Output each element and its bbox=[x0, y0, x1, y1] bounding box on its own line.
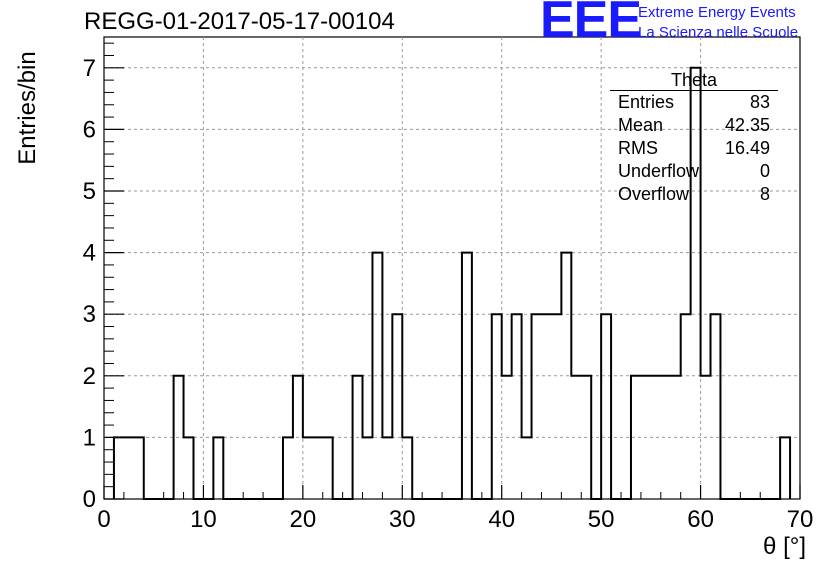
stats-value: 42.35 bbox=[724, 115, 770, 135]
stats-label: RMS bbox=[618, 138, 658, 158]
stats-divider bbox=[610, 90, 778, 91]
y-tick-label: 6 bbox=[83, 116, 96, 143]
stats-value: 16.49 bbox=[724, 138, 770, 158]
x-tick-label: 30 bbox=[389, 506, 416, 533]
y-tick-label: 1 bbox=[83, 424, 96, 451]
logo-line-2: La Scienza nelle Scuole bbox=[638, 24, 799, 41]
x-tick-label: 50 bbox=[588, 506, 615, 533]
stats-row-entries: Entries 83 bbox=[618, 92, 770, 114]
x-tick-label: 70 bbox=[787, 506, 814, 533]
stats-row-rms: RMS 16.49 bbox=[618, 138, 770, 160]
stats-label: Mean bbox=[618, 115, 664, 135]
logo-line-1: Extreme Energy Events bbox=[638, 4, 796, 21]
y-axis-label: Entries/bin bbox=[14, 51, 41, 165]
x-tick-label: 20 bbox=[290, 506, 317, 533]
stats-box: Theta Entries 83 Mean 42.35 RMS 16.49 Un… bbox=[610, 68, 778, 210]
stats-row-underflow: Underflow 0 bbox=[618, 161, 770, 183]
y-tick-label: 4 bbox=[83, 240, 96, 267]
x-tick-label: 40 bbox=[488, 506, 515, 533]
stats-value: 8 bbox=[759, 184, 770, 204]
stats-row-mean: Mean 42.35 bbox=[618, 115, 770, 137]
stats-label: Overflow bbox=[618, 184, 690, 204]
stats-value: 0 bbox=[759, 161, 770, 181]
tick-labels: 0 10 20 30 40 50 60 70 0 1 2 3 4 5 6 7 bbox=[83, 55, 814, 533]
stats-label: Underflow bbox=[618, 161, 700, 181]
y-tick-label: 0 bbox=[83, 486, 96, 513]
x-tick-label: 0 bbox=[97, 506, 110, 533]
x-tick-label: 60 bbox=[687, 506, 714, 533]
y-tick-label: 5 bbox=[83, 178, 96, 205]
y-tick-label: 2 bbox=[83, 363, 96, 390]
chart-title: REGG-01-2017-05-17-00104 bbox=[84, 8, 395, 35]
stats-label: Entries bbox=[618, 92, 675, 112]
logo-mark: EEE bbox=[540, 0, 642, 49]
y-tick-label: 7 bbox=[83, 55, 96, 82]
x-axis-label: θ [°] bbox=[763, 533, 806, 560]
stats-name: Theta bbox=[670, 70, 718, 90]
histogram-outline bbox=[112, 66, 792, 500]
x-tick-label: 10 bbox=[190, 506, 217, 533]
y-tick-label: 3 bbox=[83, 301, 96, 328]
stats-value: 83 bbox=[749, 92, 770, 112]
stats-row-overflow: Overflow 8 bbox=[618, 184, 770, 206]
